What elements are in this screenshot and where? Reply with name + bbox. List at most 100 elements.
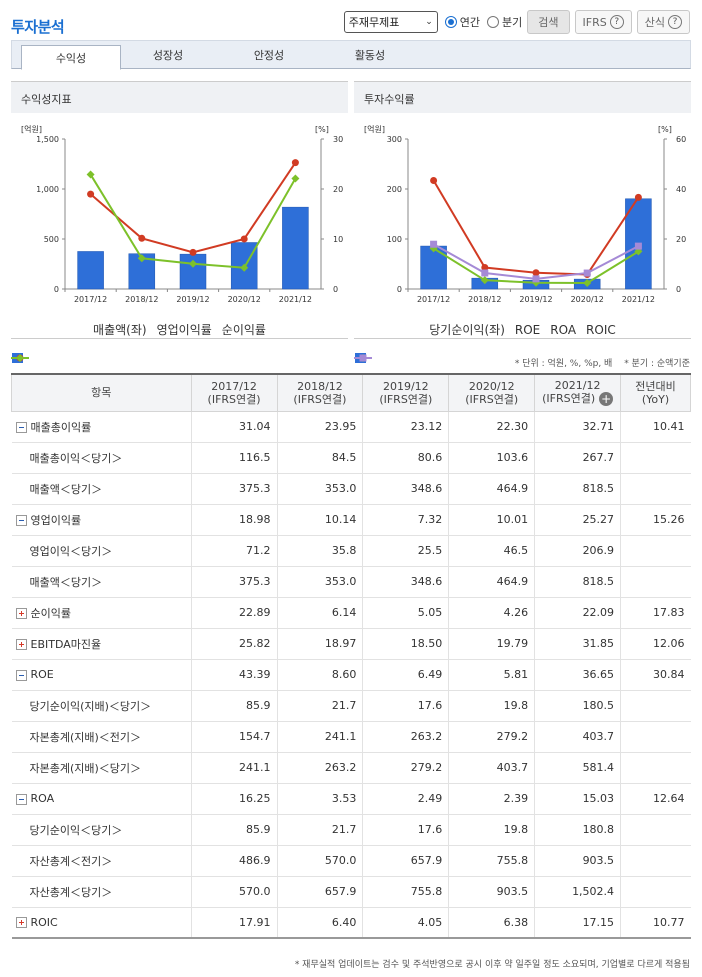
expand-icon[interactable] xyxy=(15,917,27,929)
left-axis-unit: [억원] xyxy=(21,124,42,134)
radio-annual[interactable]: 연간 xyxy=(444,14,481,30)
collapse-icon[interactable] xyxy=(15,669,27,681)
table-cell: 267.7 xyxy=(534,442,621,474)
x-tick-label: 2021/12 xyxy=(622,295,655,304)
x-tick-label: 2020/12 xyxy=(571,295,604,304)
table-cell: 23.95 xyxy=(276,411,363,443)
table-row: 매출총이익＜당기＞ 116.5 84.5 80.6 103.6 267.7 xyxy=(11,442,691,474)
radio-quarter-dot[interactable] xyxy=(487,16,500,28)
table-cell: 279.2 xyxy=(362,752,449,784)
column-header: 2021/12 (IFRS연결) + xyxy=(534,373,622,412)
table-cell xyxy=(620,566,691,598)
tab-profitability[interactable]: 수익성 xyxy=(21,45,121,70)
column-header: 전년대비 (YoY) xyxy=(620,373,691,412)
table-cell: 279.2 xyxy=(448,721,535,753)
row-label[interactable]: ROIC xyxy=(11,907,192,939)
row-label-text: 자본총계(지배)＜당기＞ xyxy=(29,761,142,775)
row-label: 영업이익＜당기＞ xyxy=(11,535,192,567)
legend-label: 매출액(좌) xyxy=(93,323,147,337)
table-row: 자본총계(지배)＜당기＞ 241.1 263.2 279.2 403.7 581.4 xyxy=(11,752,691,784)
row-label-text: 당기순이익＜당기＞ xyxy=(29,823,123,837)
y-tick-label: 100 xyxy=(387,235,402,244)
table-cell: 570.0 xyxy=(276,845,363,877)
statement-select-value: 주재무제표 xyxy=(348,16,400,29)
formula-label: 산식 xyxy=(644,16,665,29)
y-tick-label: 500 xyxy=(44,235,59,244)
collapse-icon[interactable] xyxy=(15,515,27,526)
table-cell: 19.8 xyxy=(448,690,535,722)
table-cell: 348.6 xyxy=(362,566,449,598)
table-cell xyxy=(620,845,691,877)
bar xyxy=(282,206,309,290)
data-point xyxy=(634,193,642,201)
tab-stability[interactable]: 안정성 xyxy=(253,49,285,62)
table-cell: 818.5 xyxy=(534,473,621,505)
legend-item[interactable]: 순이익률 xyxy=(11,321,266,362)
table-cell: 18.50 xyxy=(362,628,449,660)
panel-title: 투자수익률 xyxy=(354,82,691,113)
row-label[interactable]: 영업이익률 xyxy=(11,504,192,536)
legend-item[interactable]: 영업이익률 xyxy=(11,321,212,362)
legend-item[interactable]: ROA xyxy=(354,321,576,362)
panel-title: 수익성지표 xyxy=(11,82,348,113)
table-cell: 31.85 xyxy=(534,628,621,660)
formula-button[interactable]: 산식 ? xyxy=(636,10,690,34)
tab-activity[interactable]: 활동성 xyxy=(354,49,386,62)
table-cell: 46.5 xyxy=(448,535,535,567)
row-label[interactable]: 순이익률 xyxy=(11,597,192,629)
chart-legend: 당기순이익(좌) ROE ROA ROIC xyxy=(354,321,691,363)
table-cell: 581.4 xyxy=(534,752,621,784)
data-point xyxy=(291,159,299,167)
legend-label: ROE xyxy=(514,322,541,337)
table-row: 자산총계＜당기＞ 570.0 657.9 755.8 903.5 1,502.4 xyxy=(11,876,691,908)
row-label: 당기순이익＜당기＞ xyxy=(11,814,192,846)
legend-item[interactable]: 당기순이익(좌) xyxy=(355,321,505,363)
expand-icon[interactable] xyxy=(15,639,27,650)
collapse-icon[interactable] xyxy=(15,793,27,805)
legend-label: 영업이익률 xyxy=(156,323,212,337)
data-point xyxy=(291,174,300,183)
tab-growth[interactable]: 성장성 xyxy=(152,49,184,62)
table-cell: 35.8 xyxy=(276,535,363,567)
legend-item[interactable]: ROIC xyxy=(354,321,616,362)
chart-legend: 매출액(좌) 영업이익률 순이익률 xyxy=(11,321,348,363)
table-cell: 22.30 xyxy=(448,411,535,443)
radio-annual-dot[interactable] xyxy=(444,16,457,28)
legend-item[interactable]: 매출액(좌) xyxy=(12,321,147,363)
search-button[interactable]: 검색 xyxy=(527,10,570,34)
table-cell: 84.5 xyxy=(276,442,363,474)
x-tick-label: 2017/12 xyxy=(417,295,450,304)
table-cell: 263.2 xyxy=(362,721,449,753)
row-label-text: 자산총계＜당기＞ xyxy=(29,885,113,899)
legend-item[interactable]: ROE xyxy=(354,321,541,362)
ifrs-label: IFRS xyxy=(582,15,607,29)
column-header: 2020/12 (IFRS연결) xyxy=(448,373,536,412)
row-label: 매출액＜당기＞ xyxy=(11,473,192,505)
collapse-icon[interactable] xyxy=(15,422,27,433)
column-header: 항목 xyxy=(11,373,192,412)
return-chart-panel: 투자수익률 [억원] [%] 0 100 200 300 0 20 40 60 2017/12 201… xyxy=(354,81,691,363)
column-header-text: (IFRS연결) xyxy=(542,392,596,406)
column-header-text: (IFRS연결) xyxy=(293,392,347,406)
row-label[interactable]: ROA xyxy=(11,783,192,815)
radio-quarter[interactable]: 분기 xyxy=(487,14,522,30)
statement-select[interactable]: 주재무제표 ⌄ xyxy=(343,11,438,33)
top-controls: 주재무제표 ⌄ 연간 분기 검색 IFRS ? 산식 ? xyxy=(343,10,690,34)
ifrs-button[interactable]: IFRS ? xyxy=(574,10,632,34)
table-cell: 348.6 xyxy=(362,473,449,505)
y2-tick-label: 40 xyxy=(676,185,686,194)
table-cell: 116.5 xyxy=(190,442,277,474)
table-cell: 17.83 xyxy=(620,597,691,629)
row-label[interactable]: EBITDA마진율 xyxy=(11,628,192,660)
row-label[interactable]: 매출총이익률 xyxy=(11,411,192,443)
table-cell: 375.3 xyxy=(190,566,277,598)
radio-annual-label: 연간 xyxy=(459,16,481,29)
row-label[interactable]: ROE xyxy=(11,659,192,691)
expand-plus-icon[interactable]: + xyxy=(599,392,614,407)
table-cell: 10.77 xyxy=(620,907,691,939)
column-header-text: (IFRS연결) xyxy=(379,392,433,406)
row-label: 자산총계＜전기＞ xyxy=(11,845,192,877)
data-point xyxy=(86,170,95,179)
column-header: 2018/12 (IFRS연결) xyxy=(276,373,364,412)
expand-icon[interactable] xyxy=(15,608,27,619)
